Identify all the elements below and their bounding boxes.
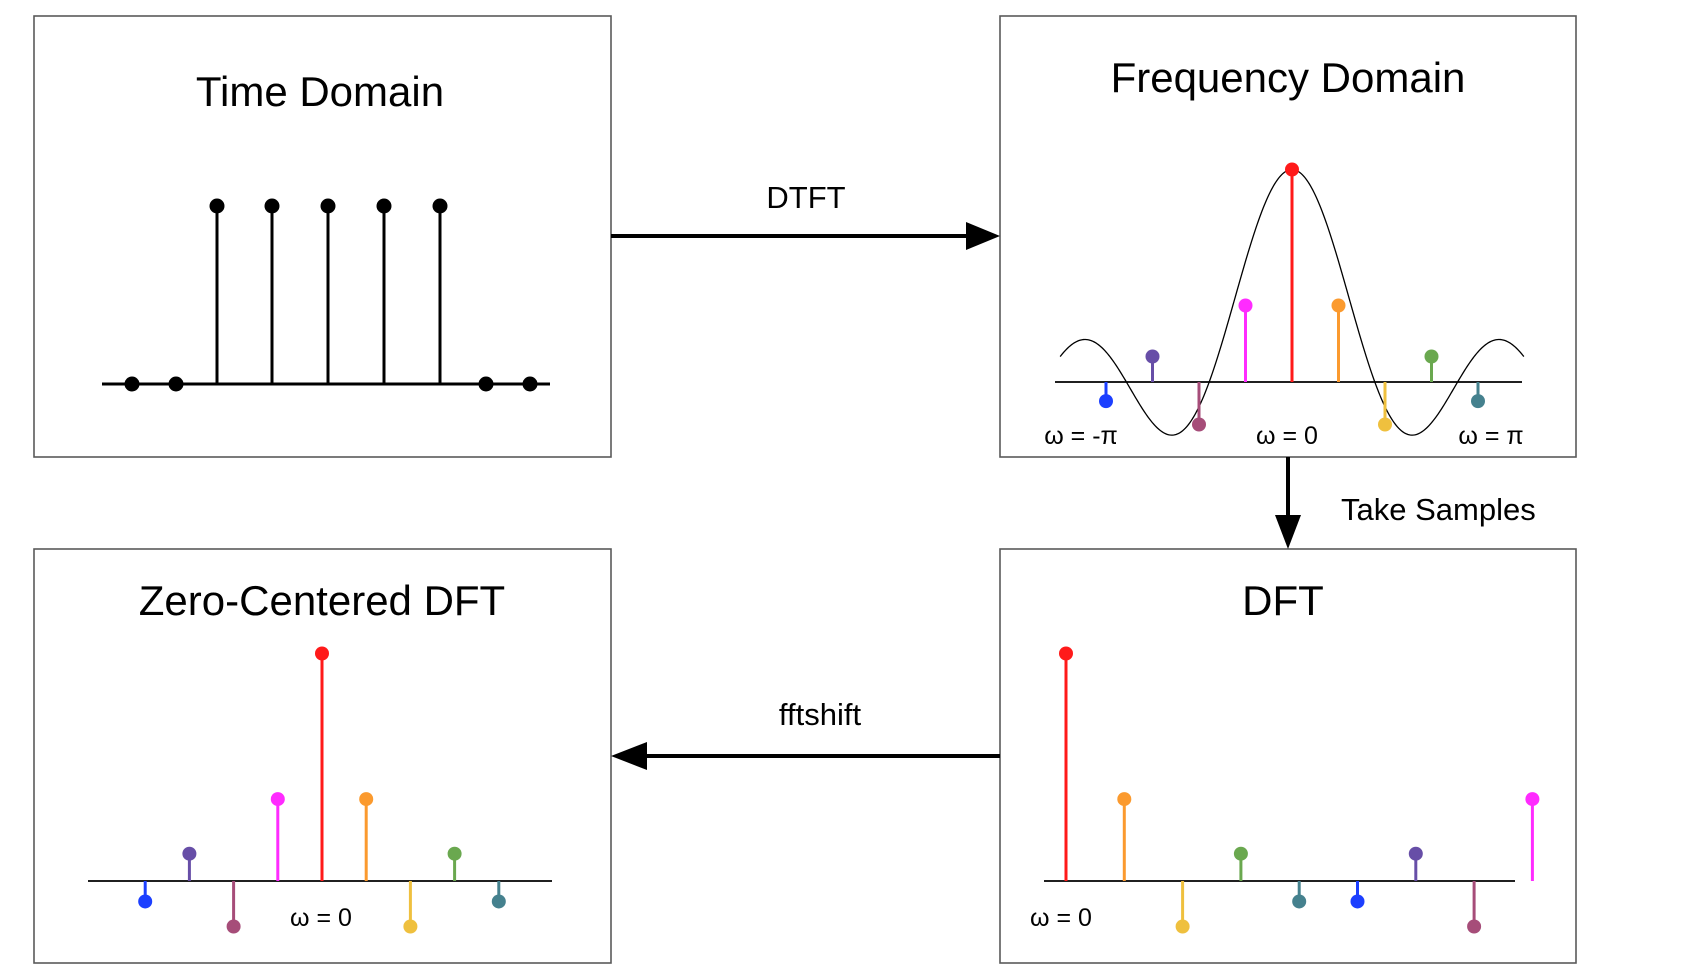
frequency-stem-4-marker bbox=[1471, 394, 1485, 409]
dft-stem-5-marker bbox=[1350, 894, 1365, 909]
dtft-arrow: DTFT bbox=[611, 180, 1000, 250]
time-sample-1-marker bbox=[168, 376, 184, 392]
dft-title: DFT bbox=[1242, 577, 1324, 624]
take-samples-arrow: Take Samples bbox=[1275, 457, 1536, 549]
dft-stem-3-marker bbox=[1233, 846, 1248, 861]
zero-centered-stem-2-marker bbox=[403, 919, 418, 934]
time-domain-stems bbox=[124, 198, 538, 392]
zero-centered-stem-3-marker bbox=[447, 846, 462, 861]
frequency-stem-0-marker bbox=[1285, 162, 1299, 177]
fftshift-label: fftshift bbox=[779, 697, 862, 732]
dft-stem-4-marker bbox=[1292, 894, 1307, 909]
take-samples-arrow-head bbox=[1275, 515, 1301, 549]
omega-minus-pi-label: ω = -π bbox=[1044, 422, 1118, 450]
time-sample-0-marker bbox=[124, 376, 140, 392]
frequency-domain-frame bbox=[999, 15, 1577, 458]
dft-stem-8-marker bbox=[1525, 792, 1540, 807]
dft-stem-6-marker bbox=[1408, 846, 1423, 861]
dft-omega-zero-label: ω = 0 bbox=[1030, 904, 1092, 932]
zero-centered-stem-1-marker bbox=[359, 792, 374, 807]
frequency-stem-5-marker bbox=[1099, 394, 1113, 409]
zero-centered-stem-4-marker bbox=[491, 894, 506, 909]
zero-centered-stem-8-marker bbox=[270, 792, 285, 807]
time-sample-3-marker bbox=[264, 198, 280, 214]
frequency-stem-1-marker bbox=[1331, 298, 1346, 313]
frequency-stem-8-marker bbox=[1238, 298, 1253, 313]
omega-pi-label: ω = π bbox=[1458, 422, 1523, 450]
dft-stem-7-marker bbox=[1467, 919, 1482, 934]
time-sample-2-marker bbox=[209, 198, 225, 214]
frequency-stem-7-marker bbox=[1192, 417, 1206, 432]
time-sample-8-marker bbox=[522, 376, 538, 392]
time-sample-7-marker bbox=[478, 376, 494, 392]
dft-stems bbox=[1059, 646, 1540, 934]
dtft-arrow-head bbox=[966, 222, 1000, 250]
dft-stem-1-marker bbox=[1117, 792, 1132, 807]
zero-centered-stem-0-marker bbox=[315, 646, 329, 661]
zero-centered-dft-title: Zero-Centered DFT bbox=[139, 577, 505, 624]
frequency-stem-6-marker bbox=[1145, 349, 1160, 364]
time-sample-5-marker bbox=[376, 198, 392, 214]
frequency-stem-2-marker bbox=[1378, 417, 1392, 432]
take-samples-label: Take Samples bbox=[1341, 492, 1536, 527]
zero-centered-dft-panel: Zero-Centered DFT ω = 0 bbox=[33, 548, 612, 964]
time-domain-panel: Time Domain bbox=[33, 15, 612, 458]
time-sample-6-marker bbox=[432, 198, 448, 214]
dft-panel: DFT ω = 0 bbox=[999, 548, 1577, 964]
omega-zero-label: ω = 0 bbox=[1256, 422, 1318, 450]
zero-centered-stem-5-marker bbox=[138, 894, 153, 909]
fftshift-arrow-head bbox=[611, 742, 647, 770]
zero-centered-stem-6-marker bbox=[182, 846, 197, 861]
fftshift-arrow: fftshift bbox=[611, 697, 1000, 770]
dft-stem-2-marker bbox=[1175, 919, 1190, 934]
time-sample-4-marker bbox=[320, 198, 336, 214]
dft-stem-0-marker bbox=[1059, 646, 1073, 661]
frequency-domain-stems bbox=[1099, 162, 1485, 432]
frequency-domain-title: Frequency Domain bbox=[1111, 54, 1466, 101]
dtft-label: DTFT bbox=[766, 180, 845, 215]
zero-centered-omega-zero-label: ω = 0 bbox=[290, 904, 352, 932]
frequency-stem-3-marker bbox=[1424, 349, 1439, 364]
dft-frame bbox=[999, 548, 1577, 964]
frequency-domain-panel: Frequency Domain ω = -π ω = 0 ω = π bbox=[999, 15, 1577, 458]
time-domain-title: Time Domain bbox=[196, 68, 444, 115]
zero-centered-stem-7-marker bbox=[226, 919, 241, 934]
zero-centered-dft-stems bbox=[138, 646, 506, 934]
